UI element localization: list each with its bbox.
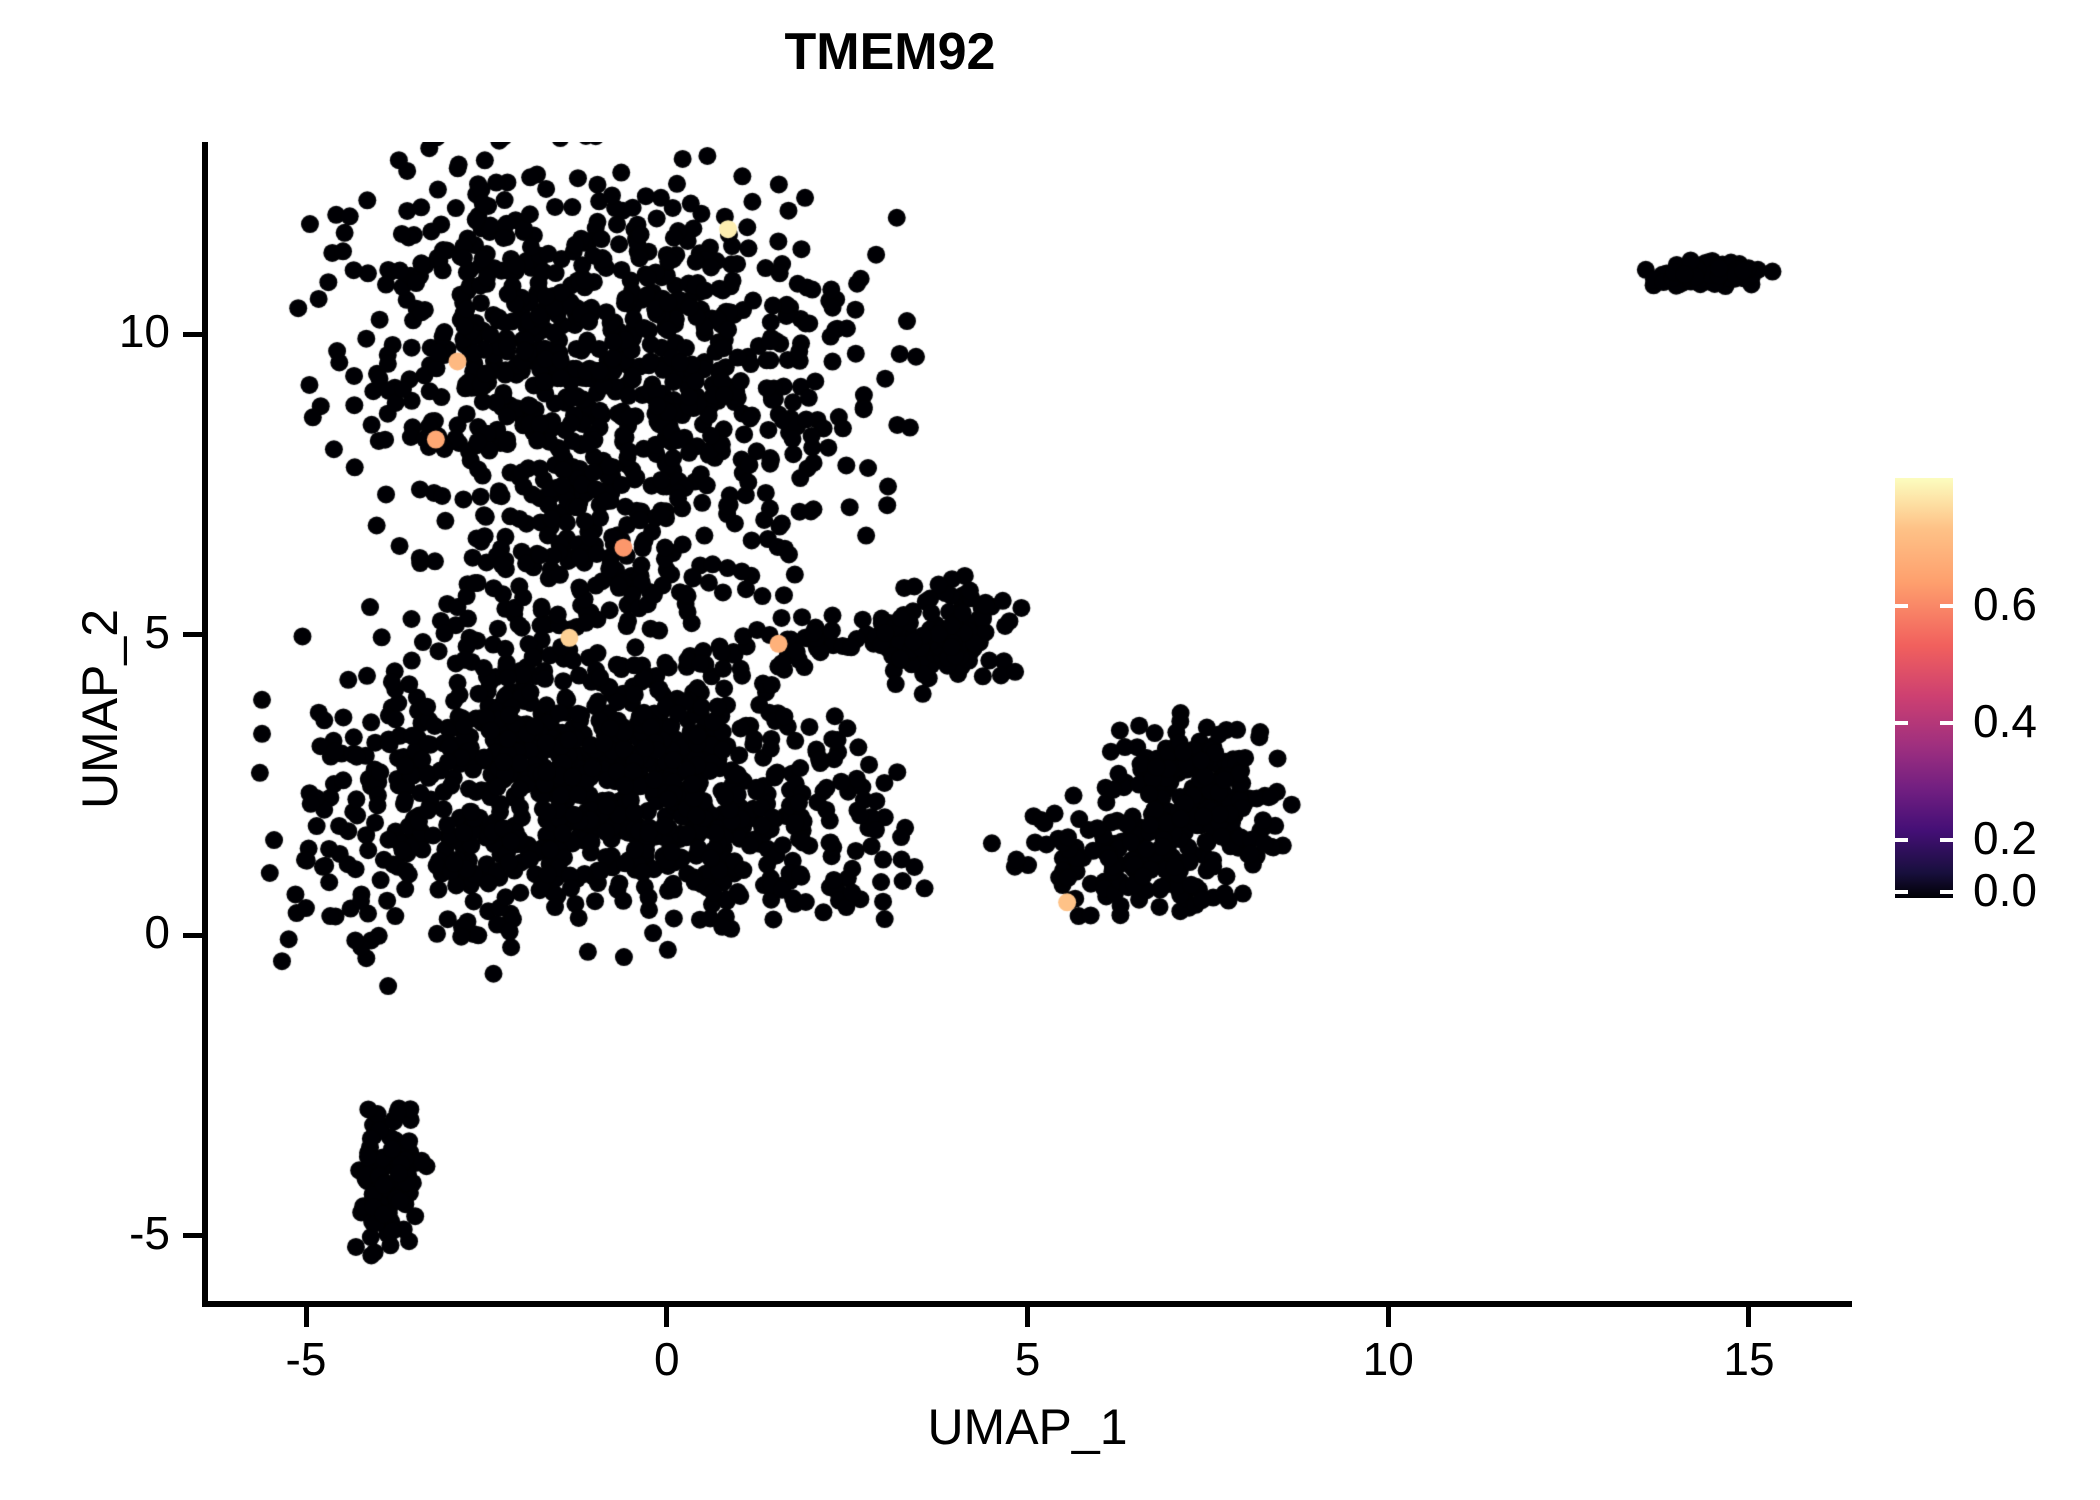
x-tick-label-0: 0	[653, 1333, 680, 1385]
colorbar-label-0.6: 0.6	[1973, 578, 2037, 630]
colorbar-tick-0.6-right	[1940, 604, 1953, 608]
y-tick-5	[183, 632, 203, 638]
colorbar-tick-0.4-left	[1895, 721, 1908, 725]
colorbar-tick-0.2-right	[1940, 838, 1953, 842]
x-tick--5	[303, 1307, 309, 1327]
x-tick-5	[1025, 1307, 1030, 1327]
y-tick-10	[183, 331, 203, 337]
y-tick-label--5: -5	[129, 1206, 170, 1259]
x-tick-15	[1746, 1307, 1752, 1327]
x-axis-line	[202, 1301, 1852, 1307]
y-tick-0	[183, 932, 203, 938]
colorbar-tick-0.6-left	[1895, 604, 1908, 608]
plot-panel	[205, 142, 1850, 1302]
y-axis-title: UMAP_2	[72, 608, 128, 810]
x-tick-label--5: -5	[285, 1333, 327, 1385]
colorbar-tick-0.2-left	[1895, 838, 1908, 842]
colorbar-gradient	[1895, 478, 1953, 898]
page-title: TMEM92	[784, 23, 996, 81]
scatter-plot-canvas	[205, 142, 1850, 1302]
y-tick-label-10: 10	[118, 305, 170, 358]
colorbar-label-0.2: 0.2	[1973, 812, 2037, 864]
colorbar-tick-0.0-right	[1940, 890, 1953, 894]
colorbar-tick-0.4-right	[1940, 721, 1953, 725]
colorbar-label-0.4: 0.4	[1973, 695, 2037, 747]
x-axis-title: UMAP_1	[927, 1399, 1128, 1455]
x-tick-label-5: 5	[1014, 1333, 1041, 1385]
y-tick-label-5: 5	[144, 605, 170, 658]
y-axis-line	[202, 142, 208, 1307]
colorbar-tick-0.0-left	[1895, 890, 1908, 894]
colorbar-label-0.0: 0.0	[1973, 864, 2037, 916]
x-tick-label-10: 10	[1362, 1333, 1414, 1385]
x-tick-0	[664, 1307, 670, 1327]
x-tick-label-15: 15	[1723, 1333, 1775, 1385]
x-tick-10	[1385, 1307, 1391, 1327]
y-tick--5	[183, 1233, 203, 1239]
y-tick-label-0: 0	[144, 906, 170, 959]
color-legend: 0.6 0.4 0.2 0.0	[1895, 478, 2095, 916]
